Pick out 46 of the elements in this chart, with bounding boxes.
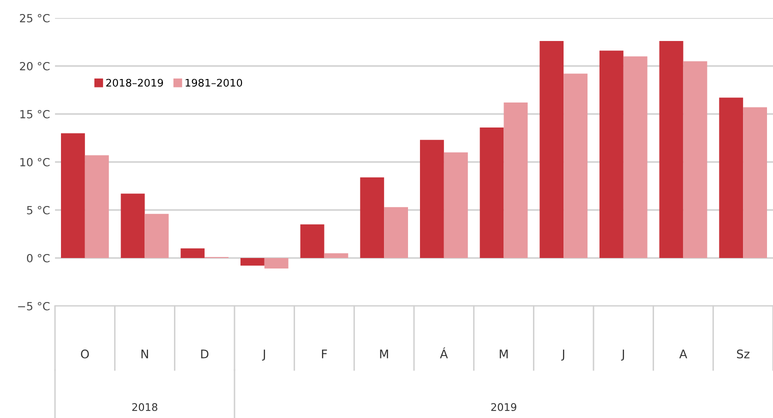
legend-label: 1981–2010: [186, 78, 242, 87]
bar: [264, 258, 288, 269]
bar: [180, 248, 205, 258]
x-tick-label: M: [500, 350, 508, 358]
bar: [420, 140, 444, 258]
x-tick-label: N: [141, 350, 148, 358]
bar: [84, 155, 109, 258]
x-tick-label: O: [80, 349, 89, 358]
bar: [144, 214, 169, 258]
x-tick-label: M: [380, 350, 388, 358]
bar: [480, 127, 504, 258]
bar: [384, 207, 408, 258]
y-tick-label: 25 °C: [20, 14, 50, 22]
x-tick-label: Sz: [737, 349, 750, 358]
x-tick-label: D: [201, 350, 208, 358]
bar: [683, 61, 708, 258]
y-tick-label: 10 °C: [20, 158, 50, 166]
text: 2019: [491, 403, 516, 412]
y-tick-label: 0 °C: [26, 254, 50, 262]
x-tick-label: F: [322, 350, 327, 358]
bar: [719, 98, 744, 258]
x-tick-label: J: [262, 350, 265, 361]
bar: [444, 152, 468, 258]
y-tick-label: 5 °C: [27, 206, 50, 214]
bar: [324, 253, 348, 258]
bar: [599, 50, 624, 258]
x-tick-label: J: [561, 350, 564, 361]
bar: [564, 74, 588, 258]
bar: [300, 224, 324, 258]
bar: [360, 177, 384, 258]
legend-label: 2018–2019: [106, 78, 163, 87]
x-tick-label: A: [679, 350, 688, 358]
bar: [120, 194, 145, 258]
bar: [743, 107, 768, 258]
y-tick-label: −5 °C: [18, 302, 50, 310]
x-tick-label: Á: [440, 347, 448, 358]
bar: [659, 41, 684, 258]
text: 2018: [132, 403, 158, 412]
y-tick-label: 15 °C: [20, 110, 50, 118]
bar: [623, 56, 648, 258]
bar: [60, 133, 85, 258]
y-tick-label: 20 °C: [20, 62, 50, 70]
bar: [504, 102, 528, 258]
bar: [540, 41, 564, 258]
bar: [240, 258, 264, 266]
x-tick-label: J: [621, 350, 624, 361]
